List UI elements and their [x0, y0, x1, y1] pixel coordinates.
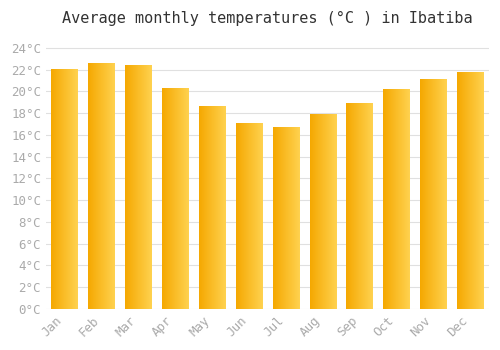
Title: Average monthly temperatures (°C ) in Ibatiba: Average monthly temperatures (°C ) in Ib…: [62, 11, 472, 26]
